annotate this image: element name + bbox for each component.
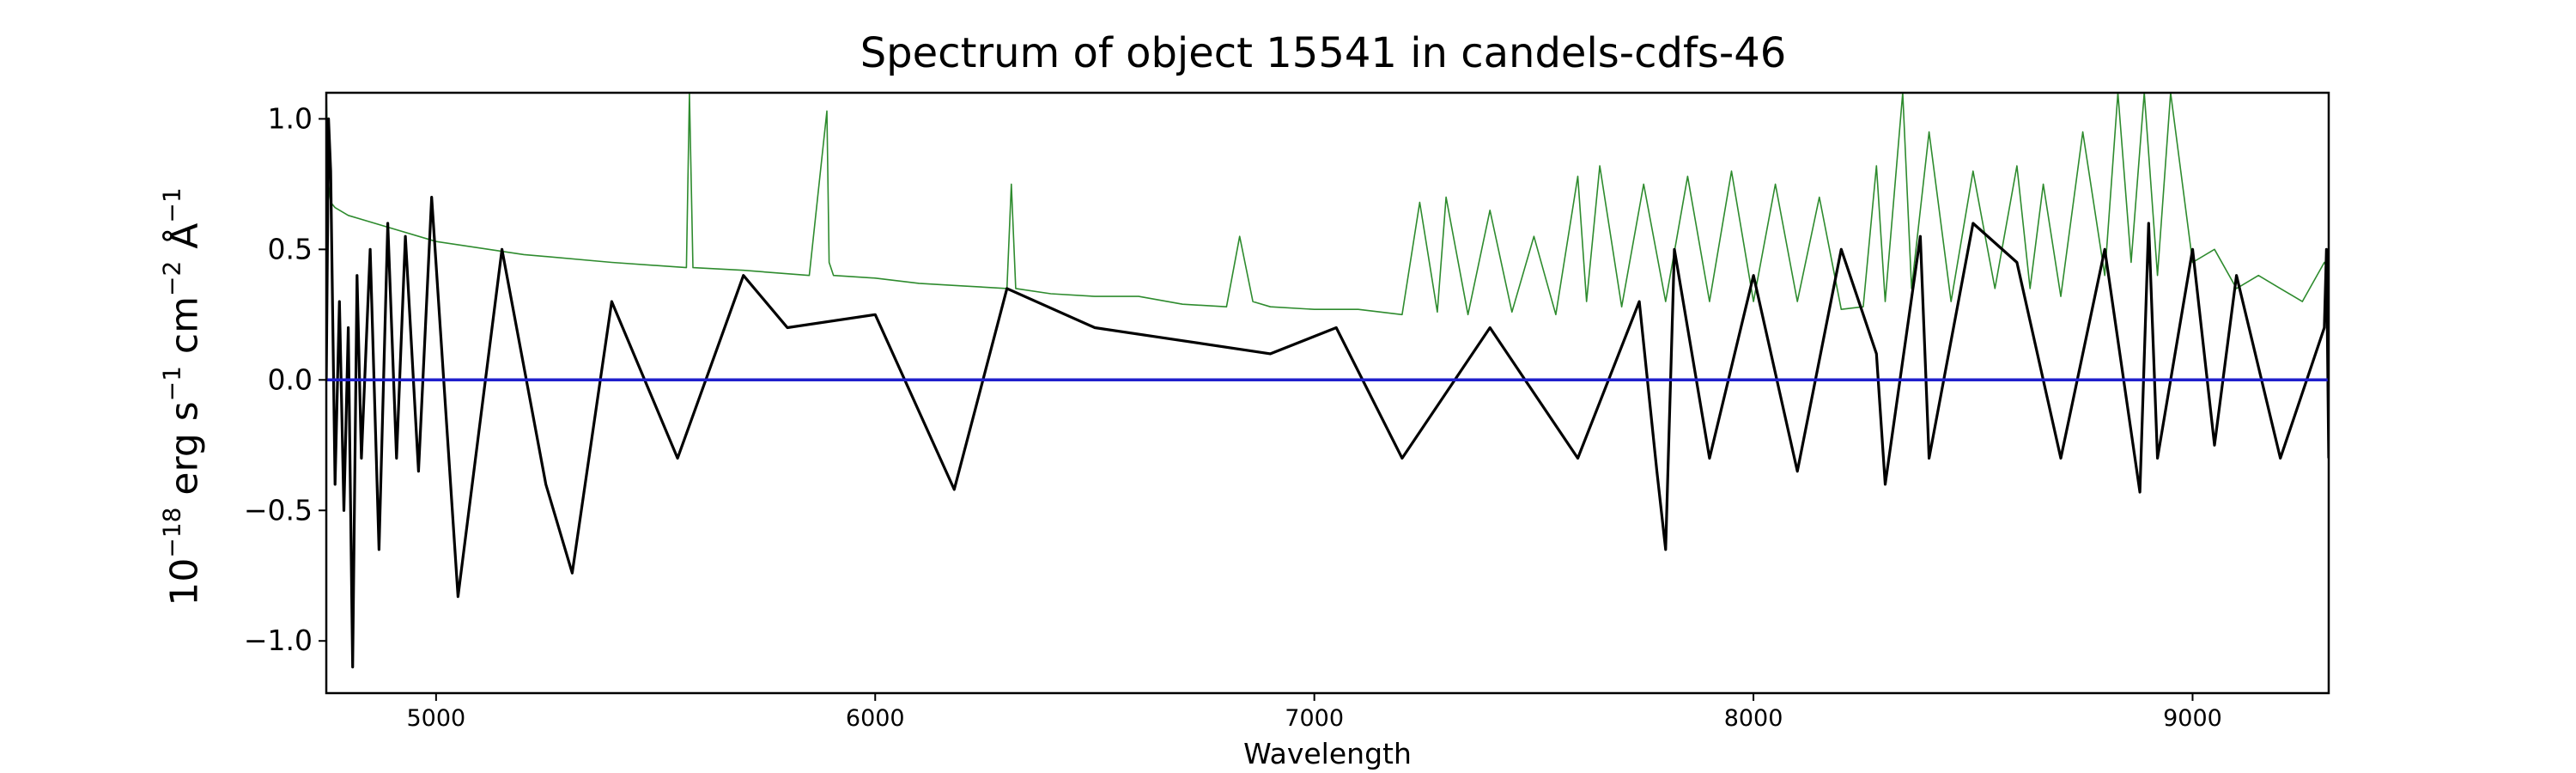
y-label-base: 10	[162, 557, 207, 606]
y-tick-label: −1.0	[244, 624, 313, 657]
model-series-line	[326, 93, 2329, 316]
x-tick-label: 7000	[1285, 705, 1344, 732]
x-tick-label: 8000	[1724, 705, 1783, 732]
y-label-exp2: −2	[157, 260, 186, 297]
chart-title: Spectrum of object 15541 in candels-cdfs…	[860, 29, 1787, 77]
x-tick-label: 9000	[2163, 705, 2222, 732]
y-tick-label: 0.5	[268, 232, 313, 265]
y-tick-label: 1.0	[268, 101, 313, 135]
x-tick-label: 6000	[846, 705, 905, 732]
axes-layer: 5000 6000 7000 8000 9000 −1.0 −0.5 0.0 0.5 1.0	[244, 101, 2222, 732]
y-tick-label: 0.0	[268, 362, 313, 396]
y-label-exp3: −1	[157, 187, 186, 223]
x-axis-label: Wavelength	[1243, 737, 1412, 770]
y-label-exp1: −1	[157, 366, 186, 402]
x-tick-label: 5000	[406, 705, 465, 732]
y-label-unit2: cm	[162, 296, 207, 367]
y-label-unit3: Å	[162, 222, 207, 261]
series-layer	[326, 93, 2329, 669]
plot-frame	[325, 91, 2330, 695]
y-label-exp: −18	[157, 507, 186, 558]
y-axis-label: 10−18 erg s−1 cm−2 Å−1	[158, 187, 207, 606]
y-tick-label: −0.5	[244, 493, 313, 526]
y-label-unit1: erg s	[162, 401, 207, 508]
spectrum-series-line	[326, 117, 2329, 669]
